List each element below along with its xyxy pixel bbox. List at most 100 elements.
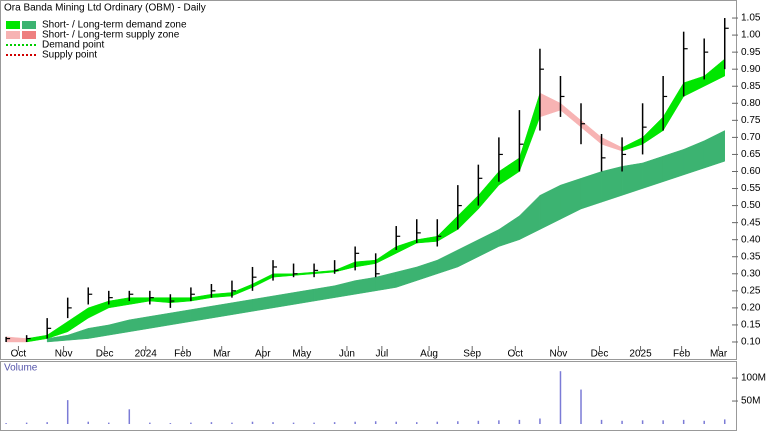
x-tick-label: 2025 — [629, 349, 652, 360]
long-term-zone — [519, 194, 541, 241]
price-panel — [0, 0, 737, 360]
long-term-zone — [580, 171, 602, 210]
y-tick-label: 0.95 — [741, 47, 761, 58]
long-term-zone — [498, 215, 520, 247]
y-tick-label: 0.45 — [741, 217, 761, 228]
short-term-zone — [621, 136, 643, 152]
x-tick-label: Dec — [591, 349, 609, 360]
legend-swatch — [6, 21, 20, 29]
long-term-zone — [231, 299, 253, 315]
legend-swatch — [6, 31, 20, 39]
x-tick-label: Apr — [255, 349, 271, 360]
long-term-zone — [560, 177, 582, 220]
y-tick-label: 0.50 — [741, 200, 761, 211]
y-tick-label: 0.80 — [741, 98, 761, 109]
long-term-zone — [170, 309, 192, 326]
x-tick-label: Oct — [11, 349, 27, 360]
x-tick-label: Feb — [673, 349, 691, 360]
x-tick-label: Jul — [375, 349, 388, 360]
long-term-zone — [108, 319, 130, 336]
short-term-zone — [375, 246, 397, 264]
long-term-zone — [252, 295, 274, 312]
x-tick-label: Nov — [550, 349, 568, 360]
short-term-zone — [354, 259, 376, 268]
x-tick-label: Mar — [710, 349, 728, 360]
short-term-zone — [170, 297, 192, 304]
long-term-zone — [149, 312, 171, 329]
long-term-zone — [416, 259, 438, 281]
y-tick-label: 0.40 — [741, 234, 761, 245]
short-term-zone — [519, 92, 541, 172]
long-term-zone — [375, 271, 397, 292]
y-tick-label: 0.15 — [741, 320, 761, 331]
y-tick-label: 0.30 — [741, 268, 761, 279]
y-tick-label: 0.60 — [741, 166, 761, 177]
short-term-zone — [498, 157, 520, 186]
long-term-zone — [190, 305, 212, 322]
x-tick-label: Aug — [420, 349, 438, 360]
long-term-zone — [642, 155, 664, 189]
x-tick-label: May — [292, 349, 311, 360]
legend-label: Demand point — [42, 40, 104, 51]
short-term-zone — [478, 170, 500, 210]
short-term-zone — [190, 293, 212, 302]
long-term-zone — [293, 288, 315, 305]
x-tick-label: Feb — [174, 349, 192, 360]
long-term-zone — [539, 184, 561, 230]
long-term-zone — [395, 266, 418, 288]
legend-swatch — [22, 21, 36, 29]
long-term-zone — [601, 166, 623, 203]
short-term-zone — [457, 194, 479, 231]
short-term-zone — [272, 273, 294, 278]
short-term-zone — [416, 235, 438, 244]
short-term-zone — [395, 239, 418, 254]
short-term-zone — [149, 297, 171, 304]
y-tick-label: 0.90 — [741, 64, 761, 75]
y-tick-label: 0.10 — [741, 337, 761, 348]
y-tick-label: 0.75 — [741, 115, 761, 126]
long-term-zone — [478, 229, 500, 258]
legend-label: Short- / Long-term demand zone — [42, 20, 187, 31]
long-term-zone — [334, 280, 356, 298]
x-tick-label: Dec — [96, 349, 114, 360]
y-tick-label: 0.65 — [741, 149, 761, 160]
long-term-zone — [621, 162, 643, 196]
volume-panel — [0, 361, 737, 431]
volume-tick-label: 100M — [741, 373, 766, 384]
long-term-zone — [457, 239, 479, 268]
chart-title: Ora Banda Mining Ltd Ordinary (OBM) - Da… — [4, 3, 206, 14]
legend-label: Short- / Long-term supply zone — [42, 30, 180, 41]
short-term-zone — [683, 75, 705, 97]
long-term-zone — [662, 148, 684, 183]
short-term-zone — [108, 297, 130, 309]
legend-swatch — [22, 31, 36, 39]
y-tick-label: 0.35 — [741, 251, 761, 262]
long-term-zone — [272, 292, 294, 309]
short-term-zone — [560, 102, 582, 128]
short-term-zone — [231, 283, 253, 297]
short-term-zone — [703, 58, 725, 87]
short-term-zone — [642, 116, 664, 145]
x-tick-label: Sep — [463, 349, 481, 360]
short-term-zone — [67, 307, 89, 333]
long-term-zone — [313, 285, 335, 302]
y-tick-label: 0.70 — [741, 132, 761, 143]
legend-label: Supply point — [42, 50, 97, 61]
x-tick-label: Mar — [213, 349, 231, 360]
x-tick-label: Nov — [55, 349, 73, 360]
x-tick-label: Oct — [508, 349, 524, 360]
short-term-zone — [211, 292, 233, 298]
short-term-zone — [252, 273, 274, 288]
volume-label: Volume — [4, 363, 38, 374]
long-term-zone — [67, 327, 89, 341]
short-term-zone — [662, 81, 684, 132]
y-tick-label: 0.85 — [741, 81, 761, 92]
x-tick-label: Jun — [339, 349, 355, 360]
y-tick-label: 0.25 — [741, 285, 761, 296]
y-tick-label: 0.20 — [741, 303, 761, 314]
long-term-zone — [129, 316, 151, 333]
y-tick-label: 0.55 — [741, 183, 761, 194]
x-tick-label: 2024 — [135, 349, 158, 360]
long-term-zone — [703, 130, 725, 169]
